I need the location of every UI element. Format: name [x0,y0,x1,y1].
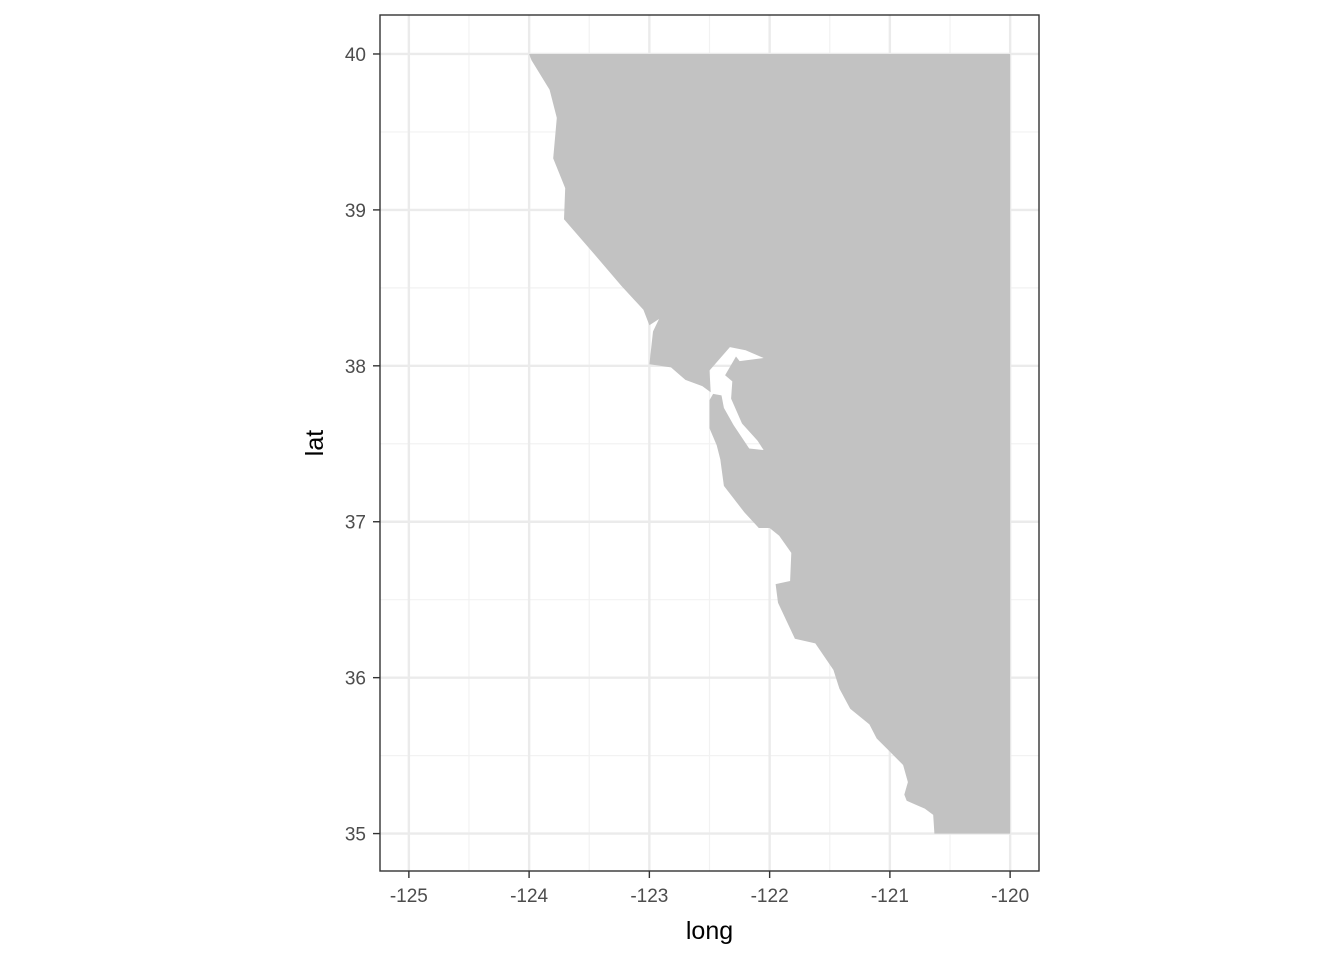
x-tick-label: -123 [630,886,668,907]
x-axis-ticks: -125 -124 -123 -122 -121 -120 [390,871,1029,907]
y-axis-title: lat [301,430,329,456]
y-tick-label: 39 [345,201,366,222]
x-tick-label: -124 [510,886,548,907]
y-tick-label: 36 [345,669,366,690]
y-tick-label: 40 [345,45,366,66]
x-tick-label: -122 [751,886,789,907]
x-tick-label: -125 [390,886,428,907]
x-tick-label: -121 [871,886,909,907]
x-tick-label: -120 [991,886,1029,907]
panel-border [379,14,1040,872]
x-axis-title: long [686,917,733,945]
y-axis-ticks: 35 36 37 38 39 40 [345,45,380,846]
y-tick-label: 35 [345,825,366,846]
land-polygon [529,54,1011,834]
y-tick-label: 38 [345,357,366,378]
y-tick-label: 37 [345,513,366,534]
